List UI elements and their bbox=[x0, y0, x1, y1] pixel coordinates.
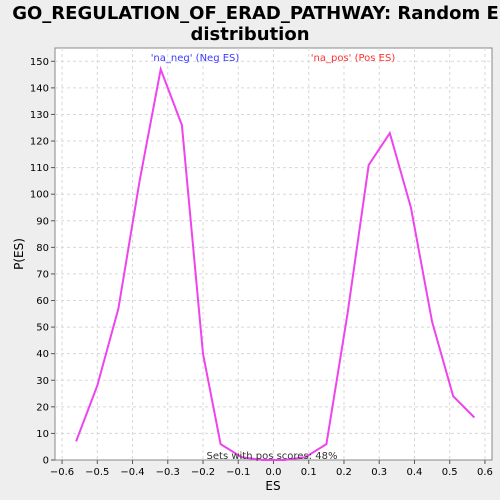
chart-title-line-1: GO_REGULATION_OF_ERAD_PATHWAY: Random ES bbox=[12, 3, 500, 24]
y-tick-label: 30 bbox=[36, 376, 49, 387]
x-axis: −0.6 −0.5 −0.4 −0.3 −0.2 −0.1 0.0 0.1 0.2 0.3 0.4 0… bbox=[50, 460, 493, 478]
y-tick-label: 10 bbox=[36, 429, 49, 440]
x-tick-label: −0.6 bbox=[50, 467, 74, 478]
y-tick-label: 110 bbox=[30, 163, 49, 174]
y-tick-label: 80 bbox=[36, 243, 49, 254]
x-tick-label: 0.4 bbox=[407, 467, 423, 478]
x-tick-label: 0.0 bbox=[266, 467, 282, 478]
x-tick-label: 0.1 bbox=[301, 467, 317, 478]
chart-title-line-2: distribution bbox=[190, 24, 309, 45]
es-distribution-line bbox=[75, 65, 476, 461]
x-tick-label: 0.2 bbox=[336, 467, 352, 478]
neg-es-label: 'na_neg' (Neg ES) bbox=[151, 53, 240, 64]
x-tick-label: 0.5 bbox=[442, 467, 458, 478]
y-axis: 0 10 20 30 40 50 60 70 80 90 100 110 120 130 140 150 bbox=[30, 57, 55, 467]
y-tick-label: 130 bbox=[30, 110, 49, 121]
grid bbox=[55, 48, 492, 460]
x-axis-label: ES bbox=[265, 479, 280, 493]
y-tick-label: 70 bbox=[36, 269, 49, 280]
x-tick-label: 0.6 bbox=[477, 467, 493, 478]
y-tick-label: 120 bbox=[30, 137, 49, 148]
x-tick-label: −0.4 bbox=[120, 467, 144, 478]
y-tick-label: 60 bbox=[36, 296, 49, 307]
x-tick-label: −0.1 bbox=[226, 467, 250, 478]
x-tick-label: −0.5 bbox=[85, 467, 109, 478]
y-tick-label: 20 bbox=[36, 402, 49, 413]
y-tick-label: 50 bbox=[36, 323, 49, 334]
y-tick-label: 0 bbox=[43, 456, 49, 467]
y-tick-label: 90 bbox=[36, 216, 49, 227]
x-tick-label: −0.2 bbox=[191, 467, 215, 478]
x-tick-label: 0.3 bbox=[371, 467, 387, 478]
y-tick-label: 140 bbox=[30, 83, 49, 94]
y-axis-label: P(ES) bbox=[12, 238, 26, 270]
y-tick-label: 40 bbox=[36, 349, 49, 360]
pos-scores-footer: Sets with pos scores: 48% bbox=[207, 451, 338, 462]
y-tick-label: 150 bbox=[30, 57, 49, 68]
x-tick-label: −0.3 bbox=[156, 467, 180, 478]
y-tick-label: 100 bbox=[30, 190, 49, 201]
pos-es-label: 'na_pos' (Pos ES) bbox=[311, 53, 396, 64]
